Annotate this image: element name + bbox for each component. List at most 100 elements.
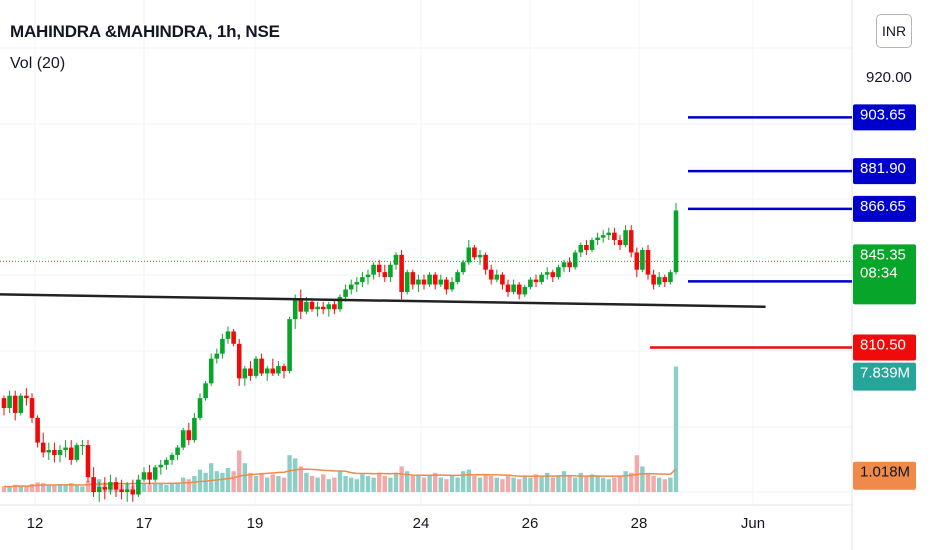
volume-bar: [147, 484, 152, 492]
volume-bar: [69, 483, 74, 492]
candle-body: [544, 272, 550, 275]
candle-body: [287, 319, 292, 371]
volume-bar: [209, 463, 214, 492]
candle-body: [640, 249, 645, 270]
volume-bar: [248, 472, 253, 492]
volume-bar: [399, 466, 404, 492]
candle-body: [68, 447, 74, 460]
candle-body: [376, 264, 382, 273]
volume-bar: [634, 455, 639, 492]
candle-body: [141, 472, 147, 480]
time-tick-label: 12: [27, 515, 44, 532]
candle-body: [309, 301, 315, 310]
volume-bar: [293, 458, 298, 492]
volume-bar: [612, 477, 617, 492]
volume-bar: [203, 472, 208, 492]
candle-body: [668, 272, 673, 283]
candle-body: [578, 245, 584, 253]
volume-bar: [545, 472, 550, 492]
candle-body: [52, 450, 57, 455]
volume-bar: [349, 477, 354, 492]
volume-bar: [438, 477, 443, 492]
candle-body: [108, 482, 113, 490]
volume-bar: [489, 476, 494, 492]
candle-body: [511, 284, 516, 292]
volume-bar: [522, 476, 527, 492]
volume-bar: [494, 477, 499, 492]
volume-bar: [343, 476, 348, 492]
candle-body: [449, 282, 455, 290]
time-tick-label: 17: [136, 515, 153, 532]
volume-bar: [360, 474, 365, 492]
time-tick-label: 26: [522, 515, 539, 532]
volume-bar: [321, 474, 326, 492]
volume-bar: [601, 477, 606, 492]
candle-body: [147, 472, 152, 480]
volume-bar: [74, 485, 79, 492]
level-price-tag: [853, 158, 916, 185]
volume-bar: [259, 472, 264, 492]
candle-body: [253, 358, 259, 376]
volume-bar: [382, 476, 387, 492]
candle-body: [393, 254, 399, 265]
volume-bar: [265, 477, 270, 492]
volume-bar: [388, 477, 393, 492]
volume-bar: [433, 472, 438, 492]
candle-body: [388, 264, 393, 278]
volume-bar: [169, 483, 175, 492]
candle-body: [662, 277, 668, 283]
volume-bar: [405, 471, 410, 492]
candle-body: [248, 368, 253, 376]
candle-body: [1, 398, 7, 409]
candle-body: [7, 395, 12, 409]
candle-body: [332, 304, 337, 310]
volume-bar: [589, 474, 595, 492]
volume-bar: [371, 477, 376, 492]
volume-bar: [505, 476, 511, 492]
volume-bar: [164, 484, 169, 492]
volume-bar: [63, 484, 68, 492]
volume-bar: [141, 483, 147, 492]
volume-bar: [567, 476, 572, 492]
level-price-tag: [853, 104, 916, 131]
volume-bar: [186, 479, 191, 492]
candle-body: [80, 445, 85, 447]
level-price-tag-text: 903.65: [860, 106, 906, 123]
candle-body: [113, 482, 119, 490]
volume-bar: [18, 485, 23, 492]
volume-indicator-label[interactable]: Vol (20): [10, 55, 66, 72]
candle-body: [365, 274, 371, 278]
candle-body: [416, 279, 421, 285]
candle-body: [96, 487, 102, 492]
volume-bar: [472, 476, 477, 492]
volume-bar: [1, 486, 7, 492]
volume-bar: [158, 484, 163, 492]
candle-body: [298, 299, 304, 312]
volume-bar: [466, 469, 471, 492]
candle-body: [281, 366, 287, 371]
level-price-tag: [853, 334, 916, 361]
symbol-title[interactable]: MAHINDRA &MAHINDRA, 1h, NSE: [10, 22, 280, 41]
last-price-tag-text: 845.35: [860, 246, 906, 263]
volume-bar: [231, 471, 236, 492]
volume-bar: [309, 476, 315, 492]
candle-body: [516, 284, 522, 295]
currency-button[interactable]: INR: [876, 14, 912, 48]
candle-body: [180, 430, 186, 448]
candle-body: [197, 398, 203, 418]
candle-body: [270, 368, 276, 374]
candle-body: [130, 489, 136, 495]
candle-body: [231, 331, 236, 344]
candle-body: [561, 262, 567, 268]
candle-body: [617, 240, 623, 246]
candle-body: [102, 487, 108, 490]
candle-body: [242, 368, 248, 379]
candle-body: [119, 489, 124, 492]
candle-body: [572, 252, 578, 268]
last-price-tag: [853, 244, 916, 305]
volume-bar: [483, 474, 488, 492]
candle-body: [259, 358, 264, 374]
volume-bar: [80, 486, 85, 492]
candle-body: [494, 274, 500, 280]
